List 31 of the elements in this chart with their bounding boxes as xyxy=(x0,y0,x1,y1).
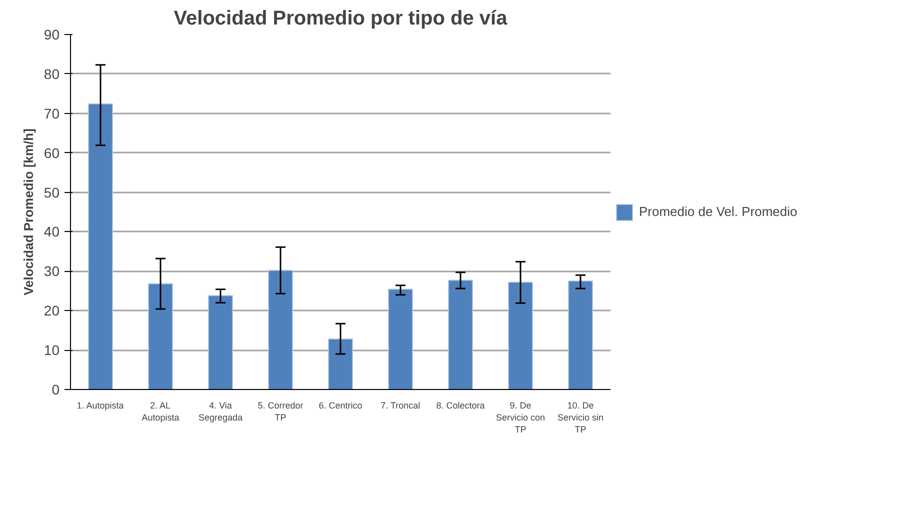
bar xyxy=(208,295,233,390)
y-axis-title: Velocidad Promedio [km/h] xyxy=(20,128,36,296)
bar xyxy=(568,280,593,390)
x-tick-label: 1. Autopista xyxy=(76,400,124,410)
y-tick-label: 70 xyxy=(44,105,60,122)
y-tick-label: 20 xyxy=(44,302,60,319)
x-tick-label: 9. De Servicio con TP xyxy=(496,400,546,434)
y-tick-label: 60 xyxy=(44,144,60,161)
bar xyxy=(148,283,173,390)
x-tick-label: 2. AL Autopista xyxy=(142,400,180,422)
bar xyxy=(388,288,413,390)
chart-title: Velocidad Promedio por tipo de vía xyxy=(174,8,508,30)
x-tick-label: 4. Via Segregada xyxy=(198,400,243,422)
y-tick-label: 0 xyxy=(52,382,60,398)
y-tick-label: 50 xyxy=(44,184,60,200)
legend-label: Promedio de Vel. Promedio xyxy=(639,204,798,219)
bar xyxy=(508,282,533,390)
x-tick-label: 7. Troncal xyxy=(380,400,420,410)
bar xyxy=(448,280,473,390)
x-tick-label: 6. Centrico xyxy=(318,400,362,410)
x-tick-label: 5. Corredor TP xyxy=(258,400,304,422)
x-tick-label: 8. Colectora xyxy=(436,400,485,410)
y-tick-label: 10 xyxy=(44,342,60,358)
y-tick-label: 80 xyxy=(44,66,60,82)
y-tick-label: 40 xyxy=(44,224,60,240)
x-tick-label: 10. De Servicio sin TP xyxy=(557,400,604,434)
y-tick-label: 30 xyxy=(44,263,60,280)
bar xyxy=(328,338,353,390)
bar xyxy=(268,270,293,390)
y-tick-label: 90 xyxy=(44,26,60,42)
bar xyxy=(88,103,113,390)
